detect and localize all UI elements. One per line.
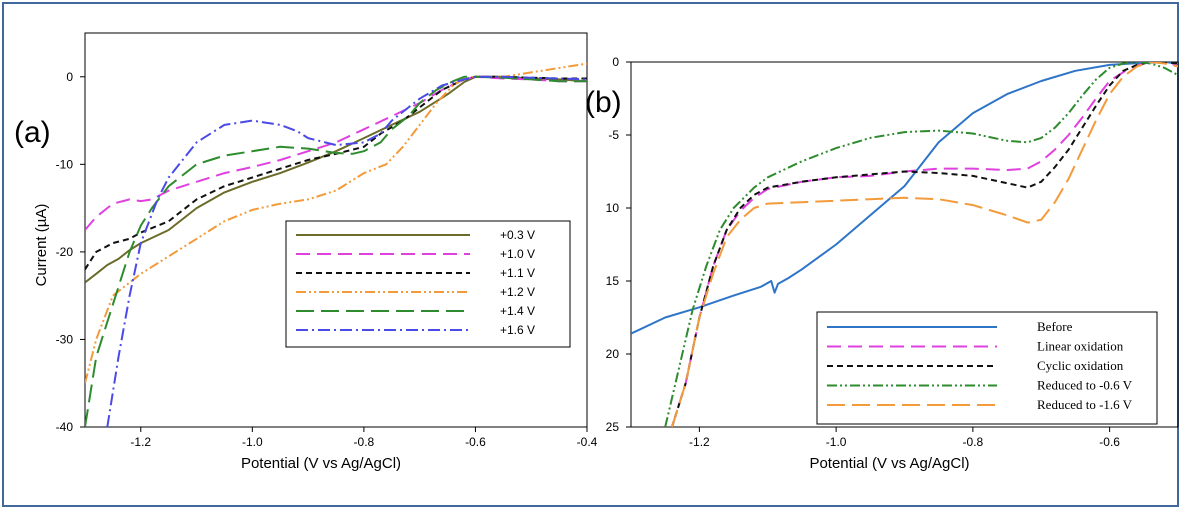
x-tick-label: -1.2 bbox=[689, 435, 710, 449]
x-tick-label: -0.8 bbox=[354, 435, 375, 449]
y-tick-label: -10 bbox=[56, 157, 74, 171]
legend-label: Reduced to -0.6 V bbox=[1037, 378, 1133, 393]
y-tick-label: -40 bbox=[56, 420, 74, 434]
y-tick-label: 15 bbox=[606, 274, 620, 288]
y-tick-label: 0 bbox=[612, 55, 619, 69]
y-tick-label: -30 bbox=[56, 332, 74, 346]
legend-label: Linear oxidation bbox=[1037, 339, 1124, 354]
series-line-b-4 bbox=[671, 62, 1178, 427]
x-tick-label: -1.0 bbox=[242, 435, 263, 449]
x-tick-label: -1.2 bbox=[130, 435, 151, 449]
legend-label: +1.1 V bbox=[500, 266, 535, 280]
series-line-b-3 bbox=[664, 62, 1178, 427]
legend-label: +1.4 V bbox=[500, 304, 535, 318]
legend-a: +0.3 V +1.0 V +1.1 V +1.2 V +1.4 V +1.6 V bbox=[285, 220, 571, 348]
legend-label: +1.2 V bbox=[500, 285, 535, 299]
y-tick-label: 0 bbox=[66, 70, 73, 84]
chart-b: -1.2 -1.0 -0.8 -0.6 0 -5 10 15 20 25 Potential (V … bbox=[585, 55, 1179, 472]
x-tick-label: -0.4 bbox=[577, 435, 598, 449]
y-tick-label: 10 bbox=[606, 201, 620, 215]
panel-label-a: (a) bbox=[14, 116, 51, 149]
y-tick-label: 20 bbox=[606, 347, 620, 361]
chart-a: -1.2 -1.0 -0.8 -0.6 -0.4 0 -10 -20 -30 -40 Potenti… bbox=[14, 32, 598, 472]
series-line-b-2 bbox=[671, 62, 1178, 427]
series-line-a-4 bbox=[85, 75, 587, 427]
legend-label: +1.6 V bbox=[500, 323, 535, 337]
x-tick-label: -0.8 bbox=[963, 435, 984, 449]
y-tick-label: -20 bbox=[56, 245, 74, 259]
x-tick-label: -1.0 bbox=[826, 435, 847, 449]
legend-label: Before bbox=[1037, 319, 1073, 334]
x-tick-label: -0.6 bbox=[1099, 435, 1120, 449]
x-axis-label: Potential (V vs Ag/AgCl) bbox=[241, 455, 401, 472]
y-tick-label: 25 bbox=[606, 420, 620, 434]
series-line-b-0 bbox=[631, 62, 1178, 335]
legend-label: +0.3 V bbox=[500, 228, 535, 242]
legend-b: Before Linear oxidation Cyclic oxidation Re… bbox=[816, 311, 1158, 425]
y-tick-label: -5 bbox=[608, 128, 619, 142]
series-line-a-1 bbox=[85, 75, 587, 231]
y-axis-label: Current (µA) bbox=[33, 204, 50, 287]
legend-label: Reduced to -1.6 V bbox=[1037, 397, 1133, 412]
plot-area-b bbox=[630, 61, 1179, 428]
panel-label-b: (b) bbox=[585, 86, 622, 119]
legend-label: +1.0 V bbox=[500, 247, 535, 261]
legend-box bbox=[285, 220, 571, 348]
x-axis-label: Potential (V vs Ag/AgCl) bbox=[809, 455, 969, 472]
x-tick-label: -0.6 bbox=[465, 435, 486, 449]
legend-label: Cyclic oxidation bbox=[1037, 358, 1124, 373]
